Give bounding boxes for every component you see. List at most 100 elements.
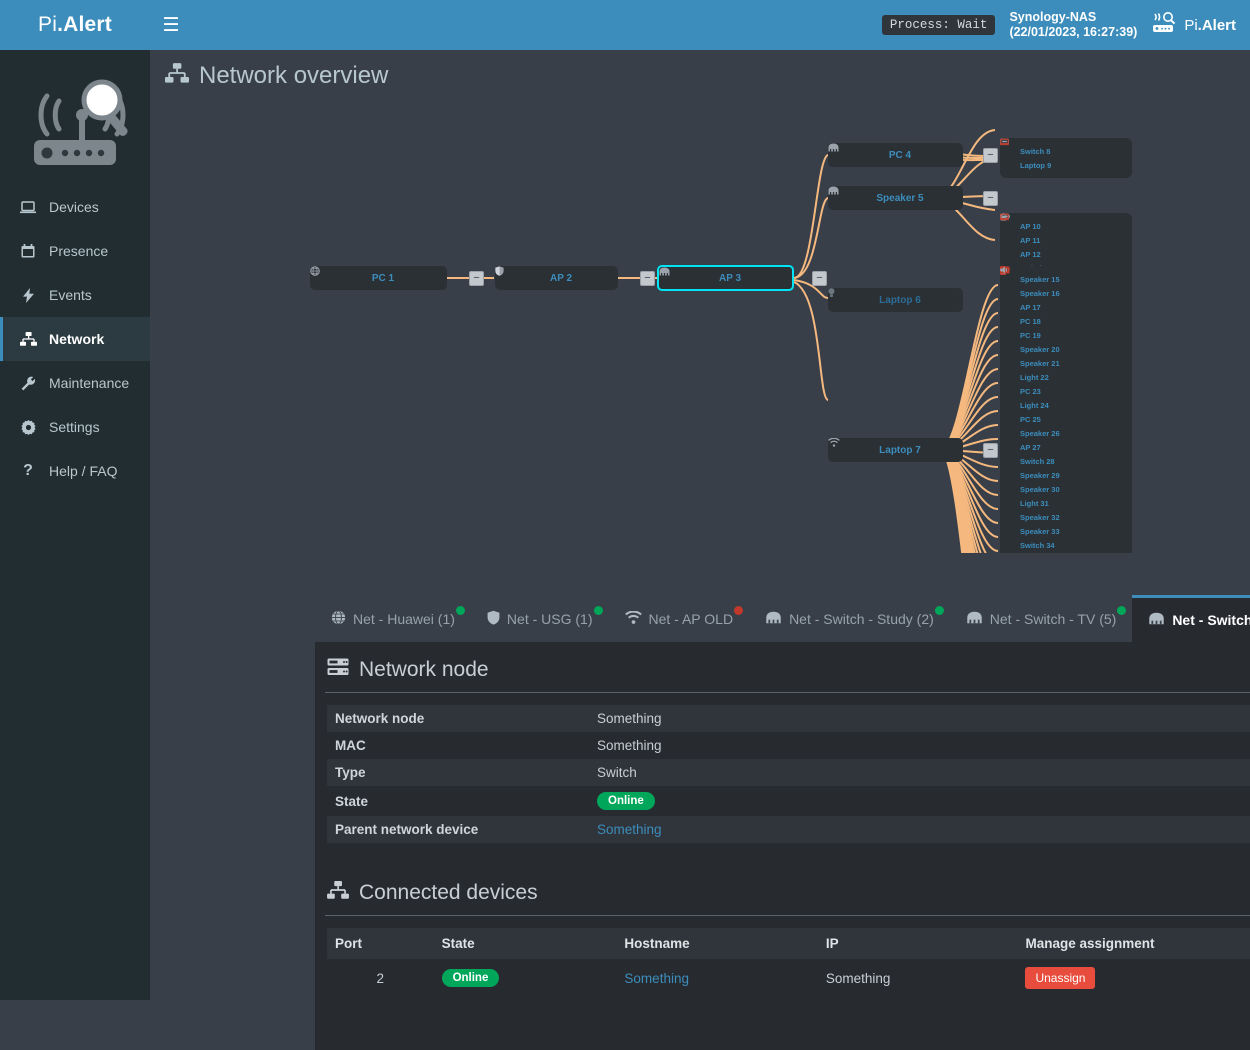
network-tabs[interactable]: Net - Huawei (1) Net - USG (1) Net - AP OL…: [315, 595, 1250, 642]
leaf-node-pc-23[interactable]: PC 23: [1000, 266, 1132, 398]
leaf-node-light-24[interactable]: Light 24: [1000, 266, 1132, 412]
leaf-node-switch-28[interactable]: Switch 28: [1000, 266, 1132, 468]
row-key: State: [335, 793, 369, 809]
hamburger-icon[interactable]: ☰: [162, 14, 180, 36]
leaf-node-light-31[interactable]: Light 31: [1000, 266, 1132, 510]
network-map[interactable]: PC 1 − AP 2 − AP 3 − PC 4 −: [150, 98, 1250, 553]
leaf-node-speaker-21[interactable]: Speaker 21: [1000, 266, 1132, 370]
network-node-pc4[interactable]: PC 4: [828, 143, 963, 167]
collapse-toggle-speaker5[interactable]: −: [983, 191, 998, 206]
leaf-node-light-22[interactable]: Light 22: [1000, 266, 1132, 384]
leaf-node-ap-17[interactable]: AP 17: [1000, 266, 1132, 314]
table-row: MAC Something: [327, 732, 1250, 759]
sidebar-item-presence[interactable]: Presence: [0, 229, 150, 273]
collapse-toggle-pc1[interactable]: −: [469, 271, 484, 286]
cell-value: Switch: [597, 765, 637, 780]
globe-icon: [331, 609, 346, 628]
leaf-node-ap-12[interactable]: AP 12: [1000, 213, 1132, 261]
panel-title-text: Connected devices: [359, 881, 538, 904]
leaf-node-speaker-33[interactable]: Speaker 33: [1000, 266, 1132, 538]
tab-net-switch-poe-4[interactable]: Net - Switch - POE (4): [1132, 595, 1250, 642]
tab-net-switch-tv-5[interactable]: Net - Switch - TV (5): [950, 595, 1133, 642]
leaf-node-speaker-32[interactable]: Speaker 32: [1000, 266, 1132, 524]
sidebar-item-settings[interactable]: Settings: [0, 405, 150, 449]
table-row: Network node Something: [327, 705, 1250, 732]
tab-label: Net - AP OLD: [648, 610, 734, 627]
leaf-node-speaker-29[interactable]: Speaker 29: [1000, 266, 1132, 482]
row-key: Parent network device: [335, 822, 479, 837]
status-dot: [1117, 606, 1127, 615]
leaf-node-label: PC 19: [1020, 330, 1041, 340]
sidebar-item-events[interactable]: Events: [0, 273, 150, 317]
tab-net-switch-study-2[interactable]: Net - Switch - Study (2): [749, 595, 950, 642]
tab-net-usg-1[interactable]: Net - USG (1): [471, 595, 609, 642]
content-area: Network overview: [150, 50, 1250, 1050]
brand-right[interactable]: Pi.Alert: [1151, 12, 1236, 38]
network-node-ap3[interactable]: AP 3: [657, 265, 794, 291]
column-header[interactable]: Port: [327, 928, 434, 959]
cell-hostname: Something: [616, 959, 817, 997]
row-value: Online: [589, 786, 1250, 816]
sidebar-item-devices[interactable]: Devices: [0, 185, 150, 229]
collapse-toggle-pc4[interactable]: −: [983, 148, 998, 163]
leaf-node-speaker-16[interactable]: Speaker 16: [1000, 266, 1132, 300]
network-node-pc1[interactable]: PC 1: [310, 266, 447, 290]
leaf-node-pc-25[interactable]: PC 25: [1000, 266, 1132, 426]
leaf-node-ap-11[interactable]: AP 11: [1000, 213, 1132, 247]
column-header[interactable]: Manage assignment: [1017, 928, 1250, 959]
leaf-node-pc-19[interactable]: PC 19: [1000, 266, 1132, 342]
sidebar-item-network[interactable]: Network: [0, 317, 150, 361]
parent-device-link[interactable]: Something: [597, 822, 662, 837]
tab-label: Net - Switch - TV (5): [989, 610, 1117, 627]
leaf-node-speaker-26[interactable]: Speaker 26: [1000, 266, 1132, 440]
sidebar-item-help-faq[interactable]: ? Help / FAQ: [0, 449, 150, 493]
table-row: State Online: [327, 786, 1250, 816]
nas-datetime: (22/01/2023, 16:27:39): [1009, 25, 1138, 39]
cell-ip: Something: [825, 970, 891, 986]
leaf-node-label: Speaker 32: [1020, 512, 1060, 522]
leaf-node-switch-8[interactable]: Switch 8: [1000, 138, 1132, 158]
leaf-node-switch-34[interactable]: Switch 34: [1000, 266, 1132, 552]
cell-port: 2: [376, 970, 385, 986]
status-dot: [734, 606, 744, 615]
column-header[interactable]: State: [433, 928, 617, 959]
gear-icon: [19, 419, 37, 435]
collapse-toggle-laptop7[interactable]: −: [983, 443, 998, 458]
row-value: Something: [589, 816, 1250, 843]
network-node-table: Network node Something MAC Something Type Swi…: [327, 705, 1250, 843]
sidebar-item-maintenance[interactable]: Maintenance: [0, 361, 150, 405]
row-key: Network node: [335, 711, 425, 726]
unassign-button[interactable]: Unassign: [1025, 967, 1096, 989]
app-logo[interactable]: Pi .Alert: [0, 0, 150, 50]
status-badge: Online: [441, 969, 500, 987]
leaf-node-ap-27[interactable]: AP 27: [1000, 266, 1132, 454]
network-node-speaker5[interactable]: Speaker 5: [828, 186, 963, 210]
hostname-link[interactable]: Something: [624, 970, 689, 986]
leaf-node-ap-10[interactable]: AP 10: [1000, 213, 1132, 233]
sitemap-icon: [165, 62, 189, 90]
status-badge: Online: [597, 792, 655, 810]
column-header[interactable]: Hostname: [616, 928, 818, 959]
node-label: Laptop 6: [879, 294, 921, 306]
leaf-node-pc-18[interactable]: PC 18: [1000, 266, 1132, 328]
leaf-node-laptop-9[interactable]: Laptop 9: [1000, 138, 1132, 172]
sitemap-icon: [327, 881, 349, 905]
leaf-node-light-35[interactable]: Light 35: [1000, 266, 1132, 553]
leaf-node-speaker-20[interactable]: Speaker 20: [1000, 266, 1132, 356]
column-header[interactable]: IP: [817, 928, 1018, 959]
leaf-node-label: AP 10: [1020, 221, 1041, 231]
wifi-icon: [624, 609, 642, 627]
collapse-toggle-ap3[interactable]: −: [812, 271, 827, 286]
tab-label: Net - Switch - POE (4): [1172, 612, 1250, 628]
collapse-toggle-ap2[interactable]: −: [640, 271, 655, 286]
leaf-node-speaker-30[interactable]: Speaker 30: [1000, 266, 1132, 496]
leaf-node-speaker-15[interactable]: Speaker 15: [1000, 266, 1132, 286]
network-node-laptop7[interactable]: Laptop 7: [828, 438, 963, 462]
nas-info: Synology-NAS (22/01/2023, 16:27:39): [1009, 10, 1137, 40]
network-node-ap2[interactable]: AP 2: [495, 266, 618, 290]
switch-icon: [1148, 612, 1165, 628]
tab-net-ap-old[interactable]: Net - AP OLD: [609, 595, 750, 642]
leaf-node-label: Speaker 15: [1020, 274, 1060, 284]
network-node-laptop6[interactable]: Laptop 6: [828, 288, 963, 312]
tab-net-huawei-1[interactable]: Net - Huawei (1): [315, 595, 471, 642]
